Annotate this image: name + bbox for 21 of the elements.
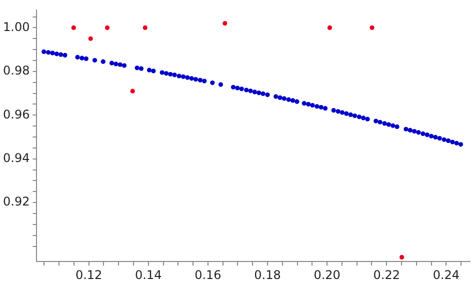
point [222,21,228,26]
x-tick-label: 0.22 [373,268,400,282]
y-tick-label: 1.00 [3,20,30,34]
point [400,254,404,260]
x-tick-label: 0.18 [254,268,281,282]
point [104,25,110,30]
x-tick-label: 0.20 [314,268,340,282]
point [130,88,135,94]
x-tick-label: 0.12 [75,268,102,282]
point [370,25,374,30]
point [88,36,93,41]
y-tick-label: 0.98 [3,64,30,78]
y-tick-label: 0.96 [3,107,30,122]
x-tick-label: 0.24 [432,268,460,282]
point [142,25,148,30]
x-tick-label: 0.14 [135,268,162,282]
x-tick-label: 0.16 [194,268,222,282]
point [71,25,76,30]
y-tick-label: 0.94 [3,150,30,165]
point [327,25,332,30]
y-tick-label: 0.92 [3,194,30,209]
